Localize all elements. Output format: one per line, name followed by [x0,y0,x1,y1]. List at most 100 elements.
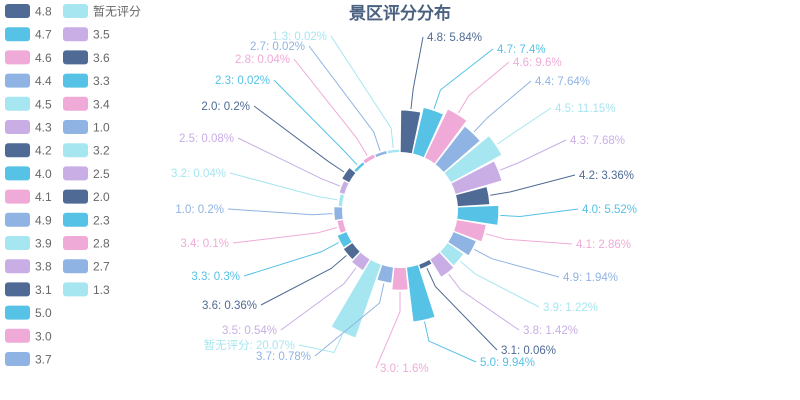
slice-label-3-5: 3.5: 0.54% [222,325,277,337]
legend-item-3-4[interactable]: 3.4 [63,96,110,112]
legend-swatch [63,4,88,18]
sector-4-2[interactable] [456,187,490,207]
leader-line [485,233,573,245]
sector-4-9[interactable] [448,232,476,256]
sector-2-8[interactable] [363,154,376,164]
legend-item-1-0[interactable]: 1.0 [63,120,110,135]
sector-1-0[interactable] [334,207,343,220]
leader-line [459,260,540,308]
legend-item-3-3[interactable]: 3.3 [63,73,110,89]
leader-line [473,80,532,133]
legend-item-5-0[interactable]: 5.0 [5,305,52,321]
legend-swatch [5,120,30,134]
legend-item-4-5[interactable]: 4.5 [5,96,52,112]
legend-label: 3.6 [93,51,110,65]
leader-line [253,105,345,173]
legend-swatch [63,143,88,158]
sector-5-0[interactable] [406,265,435,322]
leader-line [308,45,381,151]
sector-4-1[interactable] [454,220,486,242]
legend-label: 4.6 [35,51,52,65]
legend-item-3-5[interactable]: 3.5 [63,27,110,42]
legend-label: 4.0 [35,167,52,181]
sector-4-4[interactable] [435,126,480,172]
sector-3-9[interactable] [440,243,464,266]
sector-3-7[interactable] [377,265,394,283]
legend-item-4-3[interactable]: 4.3 [5,120,52,135]
leader-line [232,227,338,244]
legend-item-2-8[interactable]: 2.8 [63,236,110,251]
sector-3-1[interactable] [419,260,432,269]
legend-swatch [5,73,30,88]
sector-1-3[interactable] [387,149,400,154]
sector-3-0[interactable] [392,267,408,290]
legend-item-3-0[interactable]: 3.0 [5,328,52,344]
legend-swatch [5,166,30,181]
sector-2-0[interactable] [342,168,356,183]
sector-3-3[interactable] [337,232,352,248]
legend-item-4-9[interactable]: 4.9 [5,212,52,228]
sector-4-5[interactable] [444,136,502,183]
leader-line [375,291,401,369]
sector-2-3[interactable] [354,162,365,172]
sector-3-2[interactable] [338,194,344,207]
leader-line [457,61,510,114]
legend-item-4-8[interactable]: 4.8 [5,4,52,19]
legend-label: 5.0 [35,306,52,320]
slice-label-4-9: 4.9: 1.94% [563,272,618,284]
legend-item-4-6[interactable]: 4.6 [5,50,52,65]
legend-swatch [5,282,30,297]
legend-label: 暂无评分 [93,5,141,19]
leader-line [448,273,520,331]
legend-item-3-2[interactable]: 3.2 [63,143,110,158]
legend-swatch [63,236,88,250]
sector-4-7[interactable] [413,107,443,158]
sector-3-8[interactable] [430,252,454,277]
legend-item-2-7[interactable]: 2.7 [63,259,110,274]
legend-swatch [5,27,30,42]
legend-item-2-0[interactable]: 2.0 [63,189,110,205]
legend-item-4-0[interactable]: 4.0 [5,166,52,181]
leader-line [499,139,567,171]
legend-item-3-1[interactable]: 3.1 [5,282,52,297]
sector-item-16[interactable] [331,260,381,338]
legend-label: 2.7 [93,260,110,274]
sector-2-7[interactable] [375,151,387,158]
legend-item-4-2[interactable]: 4.2 [5,143,52,158]
legend-item-3-9[interactable]: 3.9 [5,236,52,251]
slice-label-2-8: 2.8: 0.04% [235,54,290,66]
slice-label-1-0: 1.0: 0.2% [175,204,224,216]
legend-label: 3.0 [35,329,52,343]
leader-line [473,248,560,278]
legend-item-3-8[interactable]: 3.8 [5,259,52,274]
sector-3-6[interactable] [343,243,360,260]
slice-label-4-4: 4.4: 7.64% [535,76,590,88]
sector-4-6[interactable] [424,109,467,164]
sector-4-8[interactable] [400,110,421,154]
leader-line [424,321,477,363]
legend-item-2-5[interactable]: 2.5 [63,166,110,181]
legend-item-4-7[interactable]: 4.7 [5,27,52,42]
sector-2-5[interactable] [339,181,349,194]
legend-item-4-1[interactable]: 4.1 [5,189,52,205]
legend-label: 1.3 [93,283,110,297]
slice-label-2-0: 2.0: 0.2% [201,101,250,113]
sector-4-3[interactable] [451,161,502,194]
leader-line [229,172,338,201]
legend-item-2-3[interactable]: 2.3 [63,212,110,228]
sector-4-0[interactable] [457,205,499,225]
legend-item-4-4[interactable]: 4.4 [5,73,52,89]
slice-label-4-3: 4.3: 7.68% [570,135,625,147]
leader-line [227,208,333,216]
legend-item-3-7[interactable]: 3.7 [5,352,52,367]
slice-label-4-0: 4.0: 5.52% [582,204,637,216]
leader-line [273,79,358,166]
legend-item-1-3[interactable]: 1.3 [63,282,110,297]
sector-3-5[interactable] [352,252,370,271]
legend-item-3-6[interactable]: 3.6 [63,50,110,65]
legend-label: 4.8 [35,5,52,19]
sector-3-4[interactable] [337,220,346,233]
legend-item-item-0[interactable]: 暂无评分 [63,4,141,19]
legend-label: 4.7 [35,28,52,42]
legend-label: 4.5 [35,97,52,111]
